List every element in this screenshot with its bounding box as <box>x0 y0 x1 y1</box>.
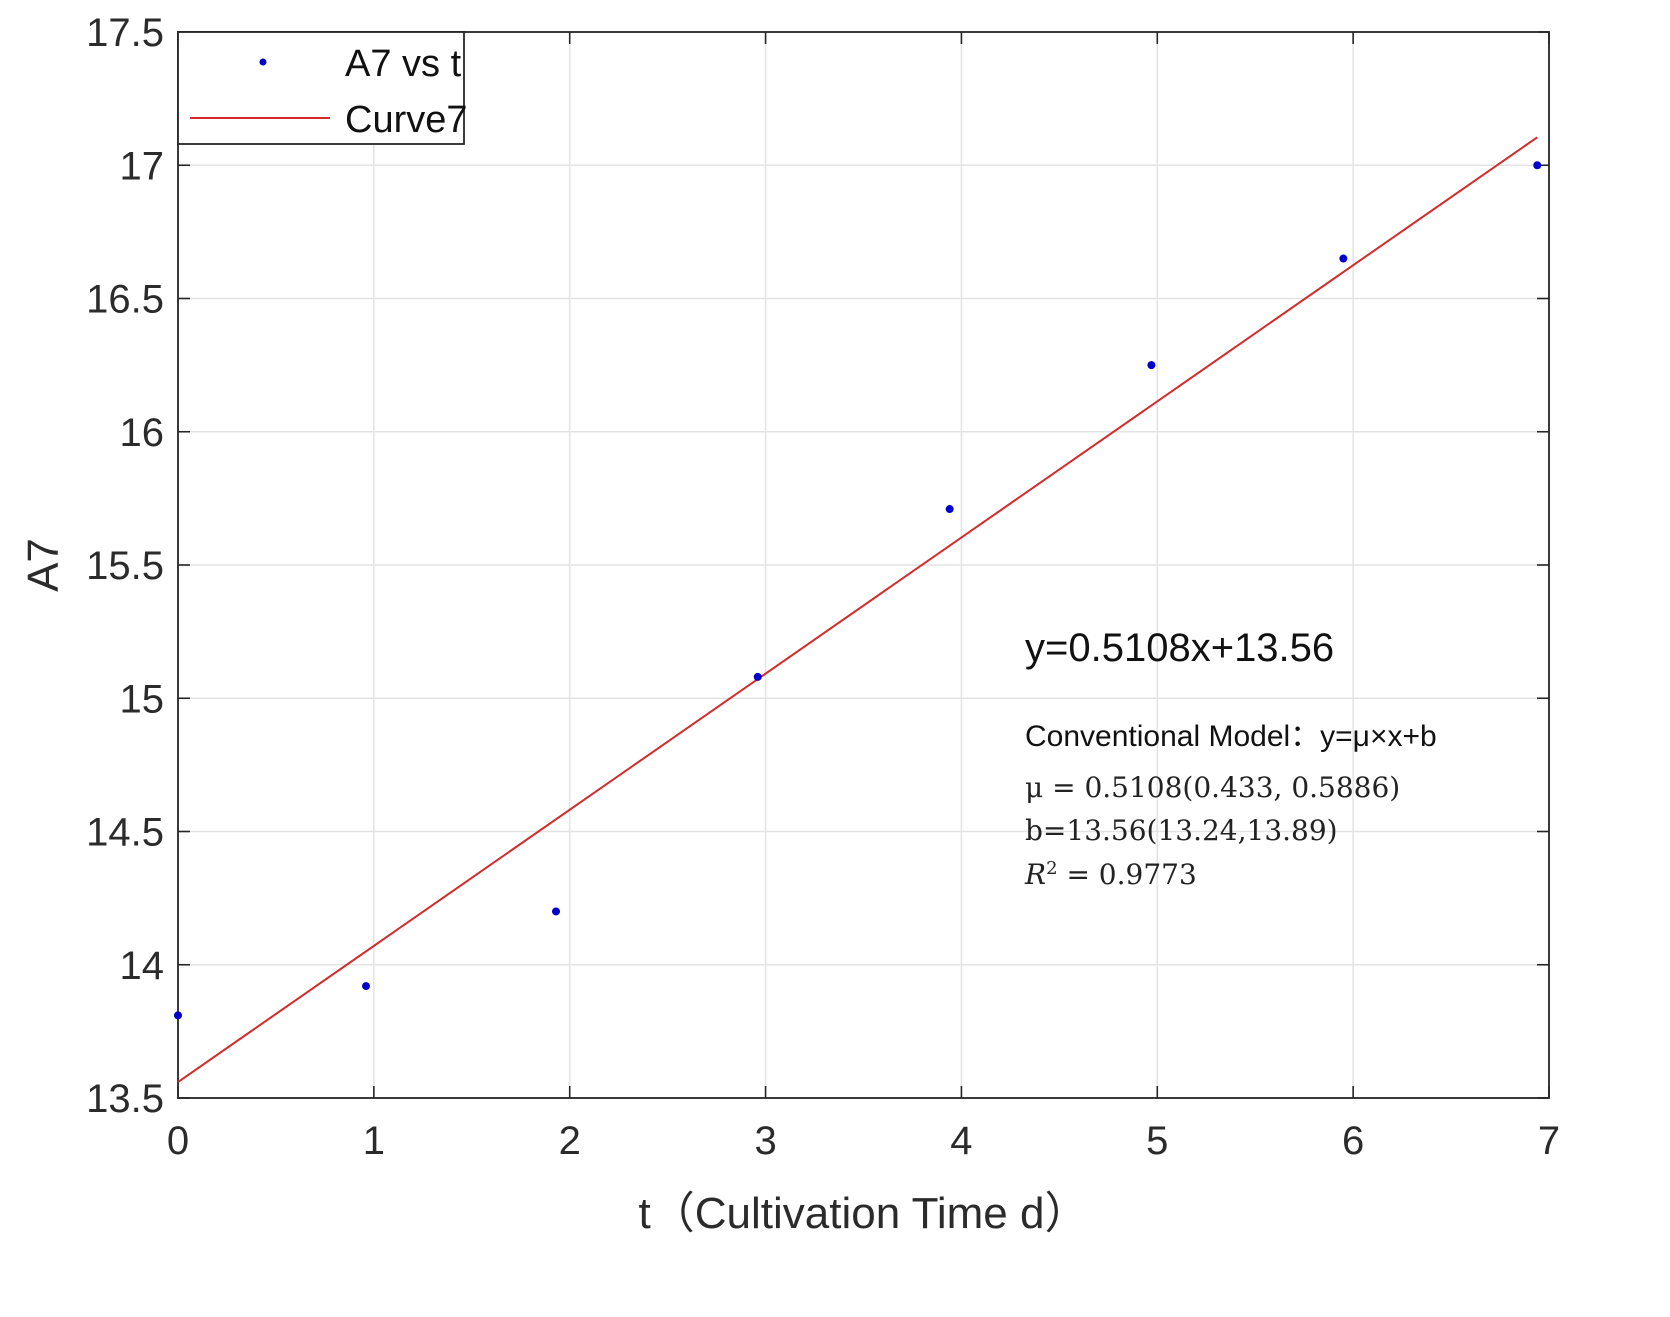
r-squared-exponent: 2 <box>1046 858 1057 879</box>
mu-estimate: μ = 0.5108(0.433, 0.5886) <box>1025 771 1400 804</box>
legend-label-fit: Curve7 <box>345 99 468 141</box>
data-point-0 <box>174 1011 182 1020</box>
x-tick-label-7: 7 <box>1538 1119 1560 1163</box>
data-point-4 <box>945 505 954 514</box>
x-tick-label-5: 5 <box>1146 1119 1168 1163</box>
x-axis-title: t（Cultivation Time d） <box>639 1189 1089 1238</box>
y-tick-label-6: 16.5 <box>86 278 164 322</box>
x-tick-label-0: 0 <box>167 1119 189 1163</box>
fit-equation: y=0.5108x+13.56 <box>1025 626 1334 670</box>
y-tick-label-5: 16 <box>120 411 165 455</box>
r-squared: R2 = 0.9773 <box>1024 858 1197 892</box>
legend-marker-points <box>259 58 267 66</box>
y-tick-label-1: 14 <box>120 944 165 988</box>
x-tick-label-4: 4 <box>950 1119 972 1163</box>
y-tick-label-7: 17 <box>120 144 165 188</box>
legend-box <box>177 31 465 145</box>
data-point-2 <box>552 907 561 916</box>
x-tick-label-1: 1 <box>363 1119 385 1163</box>
legend: A7 vs t Curve7 <box>177 31 468 145</box>
r-squared-value: = 0.9773 <box>1058 858 1197 891</box>
data-point-7 <box>1533 161 1542 170</box>
y-tick-label-2: 14.5 <box>86 811 164 855</box>
data-point-6 <box>1339 254 1348 263</box>
y-tick-label-0: 13.5 <box>86 1077 164 1121</box>
y-tick-label-8: 17.5 <box>86 11 164 55</box>
y-tick-label-4: 15.5 <box>86 544 164 588</box>
x-tick-label-2: 2 <box>559 1119 581 1163</box>
axis-ticks: 0 1 2 3 4 5 6 7 13.5 14 14.5 15 15.5 16 16.5 17 17.5 <box>86 11 1560 1163</box>
legend-label-points: A7 vs t <box>345 43 462 85</box>
model-description: Conventional Model：y=μ×x+b <box>1025 720 1437 753</box>
data-point-1 <box>362 982 371 991</box>
fit-line <box>177 136 1538 1083</box>
x-tick-label-6: 6 <box>1342 1119 1364 1163</box>
b-estimate: b=13.56(13.24,13.89) <box>1025 814 1338 847</box>
data-point-5 <box>1147 361 1156 370</box>
r-squared-symbol: R <box>1024 858 1046 891</box>
y-tick-label-3: 15 <box>120 677 165 721</box>
x-tick-label-3: 3 <box>754 1119 776 1163</box>
fit-annotation: y=0.5108x+13.56 Conventional Model：y=μ×x… <box>1024 626 1437 891</box>
data-point-3 <box>753 672 762 681</box>
data-points <box>174 161 1542 1020</box>
fit-curve <box>177 136 1538 1083</box>
y-axis-title: A7 <box>19 538 68 592</box>
